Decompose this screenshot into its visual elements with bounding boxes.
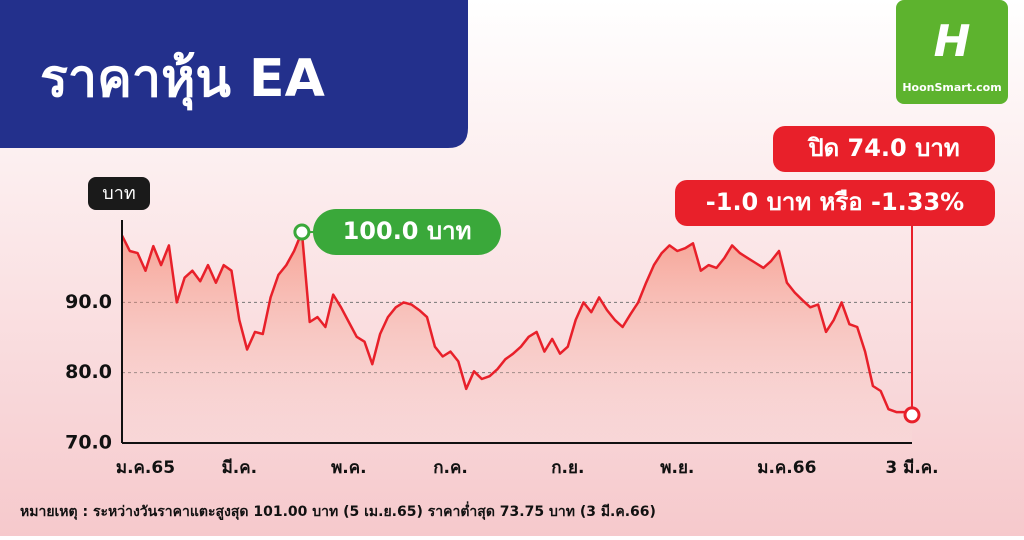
peak-marker xyxy=(293,223,311,241)
close-marker xyxy=(903,406,921,424)
y-tick-label: 70.0 xyxy=(65,432,112,454)
change-label: -1.0 บาท หรือ -1.33% xyxy=(706,188,964,216)
price-line xyxy=(120,230,913,417)
title-banner xyxy=(0,0,468,148)
y-tick-label: 90.0 xyxy=(65,291,112,313)
x-tick-label: ม.ค.65 xyxy=(116,458,175,478)
x-tick-label: ก.ย. xyxy=(551,458,584,478)
close-pill xyxy=(773,126,995,172)
x-tick-label: พ.ย. xyxy=(660,458,694,478)
close-label: ปิด 74.0 บาท xyxy=(807,134,959,162)
y-unit-box xyxy=(88,177,150,210)
y-tick-label: 80.0 xyxy=(65,361,112,383)
x-tick-label: 3 มี.ค. xyxy=(885,457,938,478)
x-tick-label: ม.ค.66 xyxy=(757,458,816,478)
peak-pill xyxy=(313,209,501,256)
area xyxy=(122,232,912,443)
peak-label: 100.0 บาท xyxy=(343,217,472,245)
chart-title: ราคาหุ้น EA xyxy=(40,49,325,111)
x-tick-label: มี.ค. xyxy=(222,457,258,478)
x-tick-label: พ.ค. xyxy=(331,458,367,478)
logo-text: HoonSmart.com xyxy=(902,81,1001,94)
logo-mark: H xyxy=(934,16,971,67)
x-tick-label: ก.ค. xyxy=(433,458,468,478)
plot: 70.0 80.0 90.0 ม.ค.65 มี.ค. พ.ค. ก.ค. ก.ย. พ.ย. ม… xyxy=(65,126,995,478)
change-pill xyxy=(675,180,995,226)
y-axis-label: บาท xyxy=(102,183,135,204)
logo-box xyxy=(896,0,1008,104)
footnote: หมายเหตุ : ระหว่างวันราคาแตะสูงสุด 101.0… xyxy=(20,501,656,520)
